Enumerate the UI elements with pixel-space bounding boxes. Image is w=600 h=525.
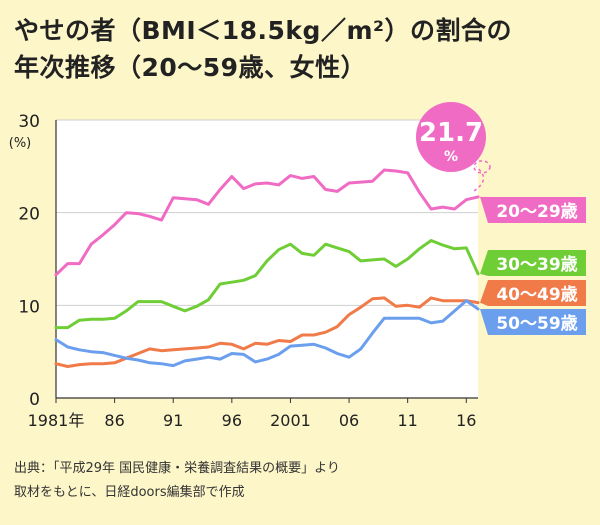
x-tick-1996: 96 [222,411,242,430]
title-line-2: 年次推移（20〜59歳、女性） [14,53,367,82]
legend-box-4 [488,309,586,335]
series-line-4 [54,299,480,368]
title-line-1: やせの者（BMI＜18.5kg／m²）の割合の [14,16,512,45]
x-tick-1981: 1981年 [28,411,85,430]
legend-label-4: 50〜59歳 [496,313,577,334]
legend-pointer-4 [480,309,488,335]
source-note: 出典：「平成29年 国民健康・栄養調査結果の概要」より 取材をもとに、日経doo… [14,457,340,505]
source-line-1: 出典：「平成29年 国民健康・栄養調査結果の概要」より [14,461,340,476]
legend-pointer-3 [480,280,488,306]
y-tick-30: 30 [18,112,40,132]
x-tick-2011: 11 [397,411,417,430]
y-tick-20: 20 [18,205,40,225]
callout-tail-bubble [473,160,491,174]
legend-box-1 [488,197,586,223]
callout-circle [416,102,486,172]
x-tick-1986: 86 [104,411,124,430]
series-line-2 [54,239,480,330]
x-tick-2016: 16 [456,411,476,430]
legend-pointer-2 [480,250,488,276]
series-line-1 [54,168,480,277]
legend-box-3 [488,280,586,306]
callout-unit: % [444,149,458,165]
source-line-2: 取材をもとに、日経doors編集部で作成 [14,485,245,500]
x-tick-2006: 06 [339,411,359,430]
legend-pointer-1 [480,196,488,223]
chart-title: やせの者（BMI＜18.5kg／m²）の割合の 年次推移（20〜59歳、女性） [14,12,512,86]
x-tick-2001: 2001 [270,411,311,430]
legend-label-3: 40〜49歳 [496,284,577,305]
legend-box-2 [488,250,586,276]
callout-value: 21.7 [419,118,483,148]
y-unit-label: (%) [9,136,32,151]
x-tick-1991: 91 [163,411,183,430]
legend-label-2: 30〜39歳 [496,254,577,275]
y-tick-0: 0 [29,390,40,410]
legend-label-1: 20〜29歳 [496,201,577,222]
y-tick-10: 10 [18,297,40,317]
